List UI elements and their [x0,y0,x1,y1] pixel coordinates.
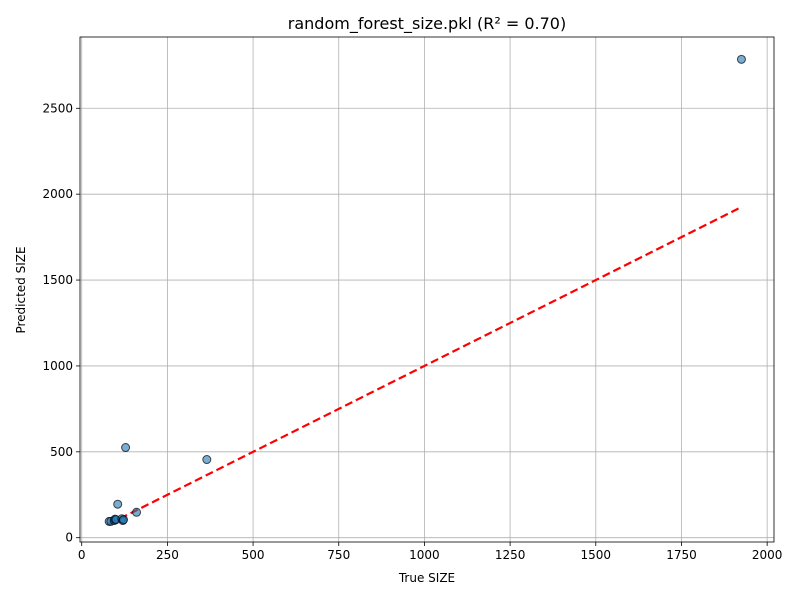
x-tick-label: 1750 [666,548,697,562]
reference-line [108,206,742,525]
y-tick-label: 2000 [42,187,73,201]
chart-title: random_forest_size.pkl (R² = 0.70) [288,14,566,34]
x-tick-label: 1500 [581,548,612,562]
x-tick-label: 500 [242,548,265,562]
data-point [132,507,142,517]
y-tick-label: 2500 [42,101,73,115]
y-axis-label: Predicted SIZE [14,246,28,333]
grid [80,37,774,542]
y-tick-label: 0 [65,531,73,545]
x-tick-label: 1250 [495,548,526,562]
x-tick-label: 250 [156,548,179,562]
reference-line-group [108,206,742,525]
x-tick-label: 2000 [752,548,783,562]
data-point [202,455,212,465]
y-ticks: 0 500 1000 1500 2000 2500 [42,101,80,545]
y-tick-label: 500 [50,445,73,459]
y-tick-label: 1000 [42,359,73,373]
x-tick-label: 1000 [409,548,440,562]
data-point [119,515,129,525]
y-tick-label: 1500 [42,273,73,287]
data-point [736,54,746,64]
plot-frame [79,36,775,543]
x-ticks: 0 250 500 750 1000 1250 1500 1750 2000 [78,542,783,562]
x-tick-label: 750 [327,548,350,562]
data-point [113,499,123,509]
data-point [121,443,131,453]
x-axis-label: True SIZE [398,571,455,585]
points-group [104,54,746,526]
x-tick-label: 0 [78,548,86,562]
